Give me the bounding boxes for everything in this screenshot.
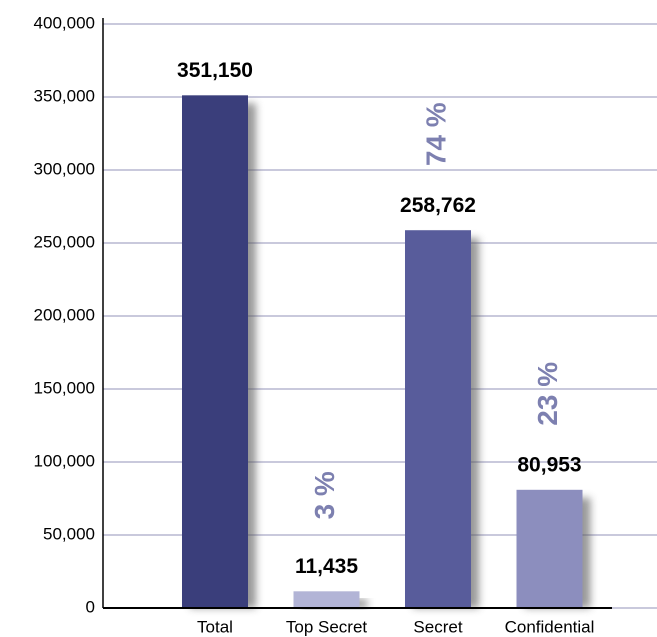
y-tick-label: 0: [86, 597, 95, 616]
y-tick-label: 350,000: [34, 86, 95, 105]
y-tick-label: 300,000: [34, 159, 95, 178]
y-tick-label: 150,000: [34, 378, 95, 397]
y-tick-label: 250,000: [34, 232, 95, 251]
share-label: 23 %: [532, 362, 563, 426]
bar: [182, 95, 248, 609]
value-label: 11,435: [295, 555, 358, 578]
y-tick-label: 200,000: [34, 305, 95, 324]
bar: [516, 489, 583, 608]
x-tick-label: Confidential: [505, 617, 595, 636]
y-tick-label: 400,000: [34, 13, 95, 32]
y-tick-label: 100,000: [34, 451, 95, 470]
share-label: 3 %: [309, 471, 340, 519]
value-label: 351,150: [177, 59, 253, 82]
bar: [293, 591, 360, 608]
y-tick-label: 50,000: [43, 524, 95, 543]
value-label: 258,762: [400, 194, 476, 217]
x-tick-label: Total: [197, 617, 233, 636]
share-label: 74 %: [420, 102, 451, 166]
value-label: 80,953: [517, 453, 581, 476]
x-tick-label: Top Secret: [286, 617, 368, 636]
bar: [405, 230, 471, 609]
x-tick-label: Secret: [413, 617, 462, 636]
